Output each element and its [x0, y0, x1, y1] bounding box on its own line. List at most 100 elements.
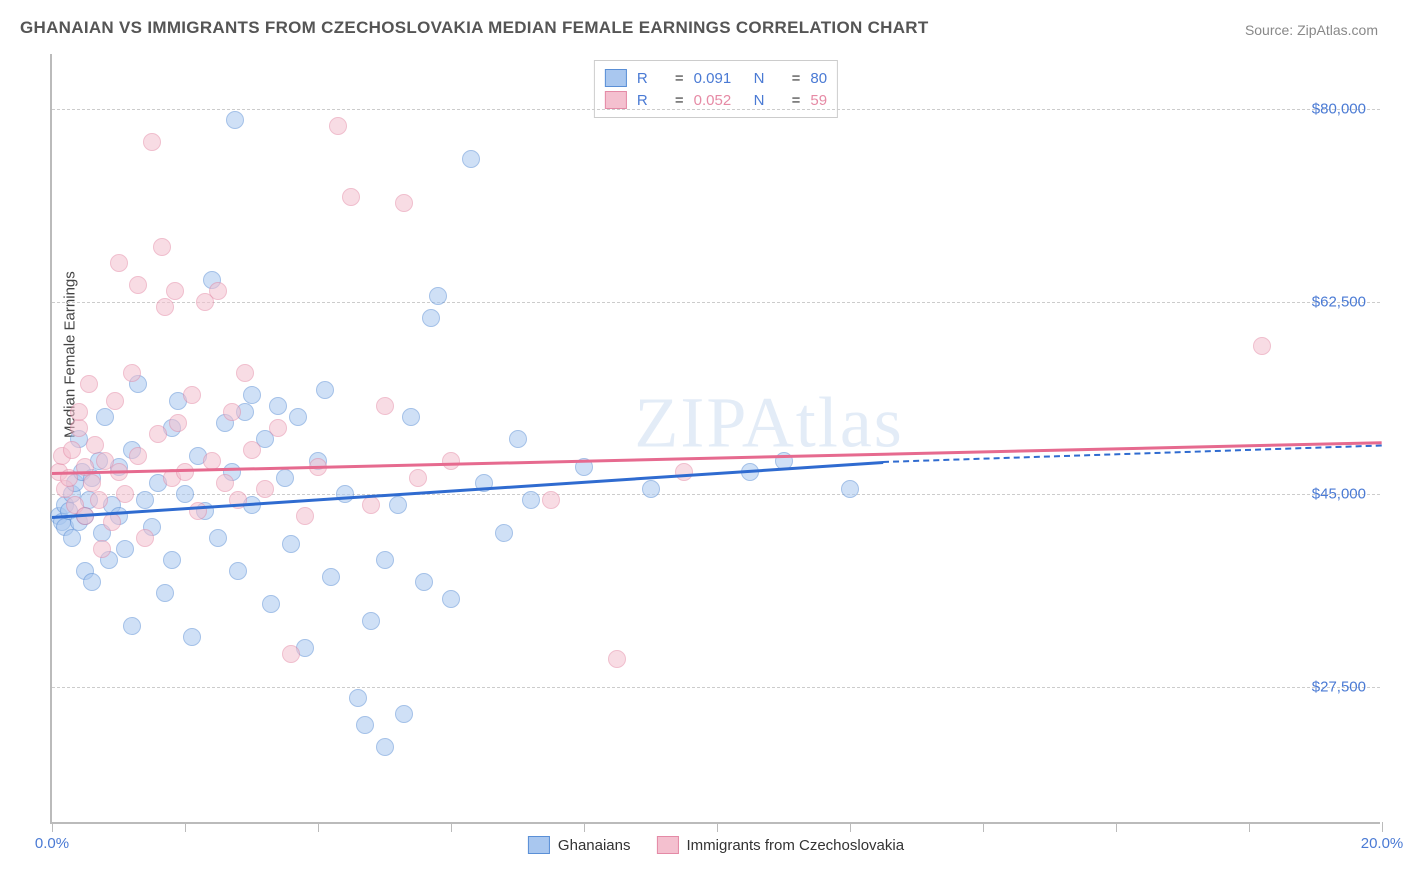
- x-tick: [850, 822, 851, 832]
- equals-sign: =: [675, 92, 684, 109]
- scatter-point: [495, 524, 513, 542]
- scatter-point: [209, 529, 227, 547]
- scatter-point: [183, 628, 201, 646]
- x-tick: [1382, 822, 1383, 832]
- scatter-point: [462, 150, 480, 168]
- scatter-point: [415, 573, 433, 591]
- legend-item-czech: Immigrants from Czechoslovakia: [656, 836, 904, 854]
- gridline: [52, 494, 1380, 495]
- scatter-point: [90, 491, 108, 509]
- scatter-point: [229, 562, 247, 580]
- scatter-point: [608, 650, 626, 668]
- scatter-point: [70, 403, 88, 421]
- swatch-pink: [605, 91, 627, 109]
- scatter-point: [63, 529, 81, 547]
- scatter-point: [129, 447, 147, 465]
- scatter-point: [542, 491, 560, 509]
- y-tick-label: $80,000: [1312, 101, 1366, 118]
- scatter-point: [289, 408, 307, 426]
- scatter-point: [70, 419, 88, 437]
- scatter-point: [409, 469, 427, 487]
- scatter-point: [336, 485, 354, 503]
- scatter-point: [96, 408, 114, 426]
- scatter-point: [282, 645, 300, 663]
- scatter-point: [356, 716, 374, 734]
- series-legend: Ghanaians Immigrants from Czechoslovakia: [528, 836, 904, 854]
- scatter-point: [316, 381, 334, 399]
- scatter-point: [1253, 337, 1271, 355]
- scatter-point: [256, 480, 274, 498]
- y-tick-label: $27,500: [1312, 678, 1366, 695]
- scatter-point: [376, 738, 394, 756]
- x-tick-label: 0.0%: [35, 835, 69, 852]
- n-label: N: [754, 92, 782, 109]
- scatter-point: [349, 689, 367, 707]
- legend-label-ghanaians: Ghanaians: [558, 837, 631, 854]
- scatter-point: [153, 238, 171, 256]
- x-tick: [717, 822, 718, 832]
- scatter-point: [389, 496, 407, 514]
- equals-sign: =: [792, 70, 801, 87]
- scatter-point: [509, 430, 527, 448]
- legend-row-czech: R = 0.052 N = 59: [605, 89, 827, 111]
- x-tick: [185, 822, 186, 832]
- scatter-point: [402, 408, 420, 426]
- scatter-point: [442, 590, 460, 608]
- scatter-point: [63, 441, 81, 459]
- scatter-point: [93, 540, 111, 558]
- scatter-point: [243, 441, 261, 459]
- scatter-point: [236, 364, 254, 382]
- scatter-point: [226, 111, 244, 129]
- scatter-point: [395, 705, 413, 723]
- scatter-point: [642, 480, 660, 498]
- n-label: N: [754, 70, 782, 87]
- scatter-point: [116, 485, 134, 503]
- scatter-point: [110, 254, 128, 272]
- scatter-point: [116, 540, 134, 558]
- scatter-point: [123, 364, 141, 382]
- chart-area: Median Female Earnings ZIPAtlas R = 0.09…: [50, 54, 1380, 824]
- scatter-point: [83, 573, 101, 591]
- x-tick-label: 20.0%: [1361, 835, 1404, 852]
- scatter-point: [166, 282, 184, 300]
- r-label: R: [637, 70, 665, 87]
- scatter-point: [80, 375, 98, 393]
- x-tick: [451, 822, 452, 832]
- n-value-pink: 59: [810, 92, 827, 109]
- x-tick: [584, 822, 585, 832]
- r-value-blue: 0.091: [694, 70, 744, 87]
- scatter-point: [395, 194, 413, 212]
- scatter-point: [429, 287, 447, 305]
- y-tick-label: $62,500: [1312, 293, 1366, 310]
- y-tick-label: $45,000: [1312, 486, 1366, 503]
- scatter-point: [296, 507, 314, 525]
- scatter-point: [269, 419, 287, 437]
- scatter-point: [209, 282, 227, 300]
- source-label: Source: ZipAtlas.com: [1245, 22, 1378, 38]
- scatter-point: [163, 551, 181, 569]
- scatter-point: [329, 117, 347, 135]
- x-tick: [1249, 822, 1250, 832]
- scatter-point: [223, 403, 241, 421]
- scatter-point: [169, 414, 187, 432]
- scatter-point: [422, 309, 440, 327]
- scatter-point: [123, 617, 141, 635]
- scatter-point: [129, 276, 147, 294]
- x-tick: [1116, 822, 1117, 832]
- scatter-point: [342, 188, 360, 206]
- scatter-point: [442, 452, 460, 470]
- gridline: [52, 302, 1380, 303]
- n-value-blue: 80: [810, 70, 827, 87]
- scatter-point: [376, 551, 394, 569]
- swatch-pink: [656, 836, 678, 854]
- legend-label-czech: Immigrants from Czechoslovakia: [686, 837, 904, 854]
- x-tick: [52, 822, 53, 832]
- legend-item-ghanaians: Ghanaians: [528, 836, 631, 854]
- gridline: [52, 687, 1380, 688]
- swatch-blue: [605, 69, 627, 87]
- scatter-point: [176, 463, 194, 481]
- legend-row-ghanaians: R = 0.091 N = 80: [605, 67, 827, 89]
- scatter-point: [216, 474, 234, 492]
- scatter-point: [376, 397, 394, 415]
- scatter-point: [149, 425, 167, 443]
